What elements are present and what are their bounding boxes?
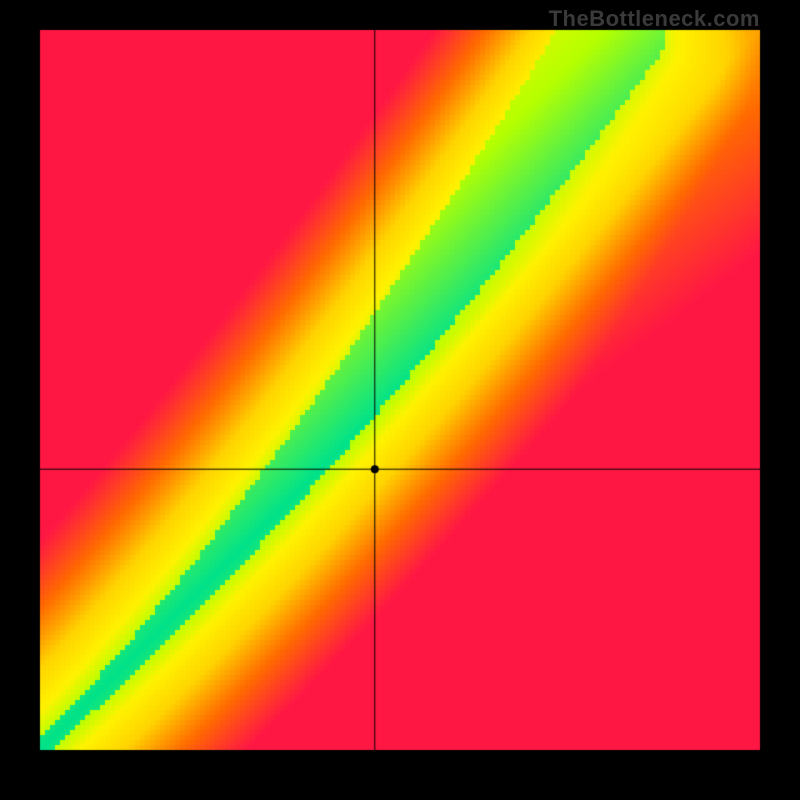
bottleneck-heatmap <box>0 0 800 800</box>
chart-container: TheBottleneck.com <box>0 0 800 800</box>
watermark-text: TheBottleneck.com <box>549 6 760 32</box>
